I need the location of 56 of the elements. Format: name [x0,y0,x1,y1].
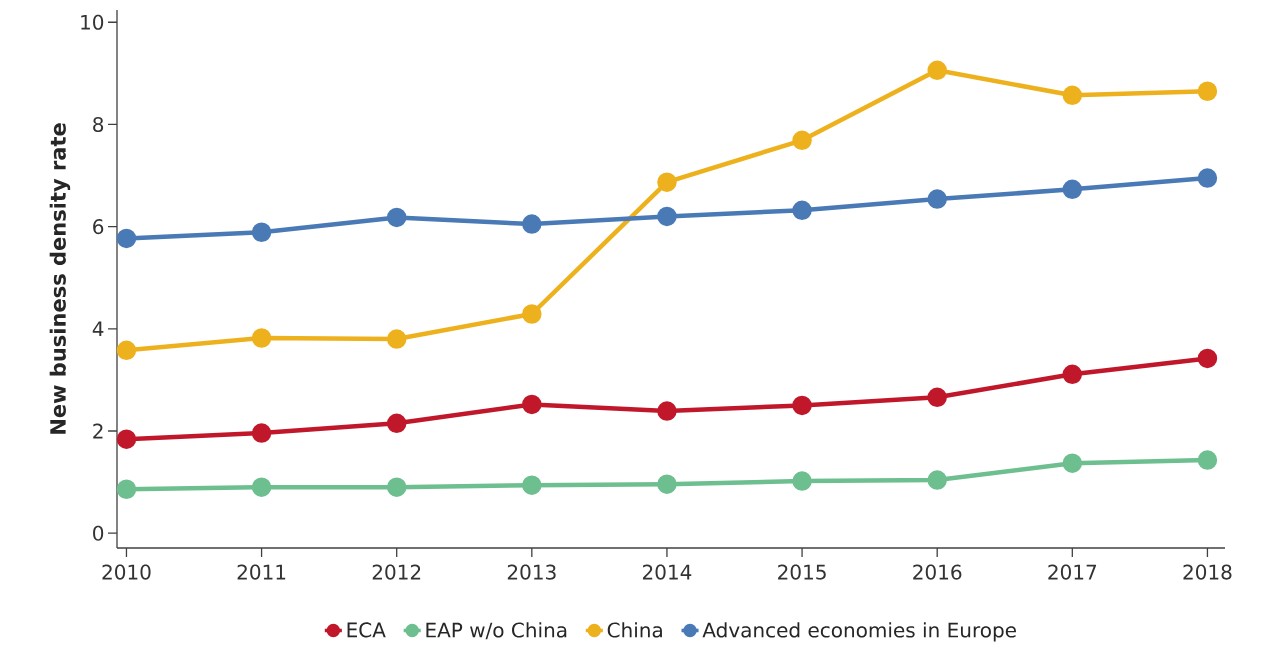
point [251,423,272,443]
x-tick-label: 2017 [1048,564,1097,580]
point [522,394,542,415]
legend-label: EAP w/o China [426,622,567,640]
point [251,328,272,348]
point [657,401,677,421]
y-tick-label: 8 [93,116,104,133]
point [522,214,542,234]
point [386,207,407,228]
point [116,228,137,249]
point [792,471,812,491]
point [1197,81,1218,101]
point [1062,453,1083,473]
x-tick-label: 2016 [913,564,962,580]
point [251,222,272,242]
point [386,413,407,434]
x-tick-label: 2010 [102,564,151,580]
point [1197,168,1218,188]
point [927,60,947,81]
point [116,429,137,449]
point [792,200,812,221]
legend-label: China [607,622,662,638]
y-axis-title: New business density rate [49,123,71,434]
point [1062,364,1083,385]
point [657,474,677,494]
point [1062,179,1083,200]
point [792,395,812,416]
point [927,470,947,490]
point [792,130,812,151]
point [116,340,137,361]
point [116,479,137,499]
x-tick-label: 2014 [642,564,692,580]
y-tick-label: 2 [93,423,103,439]
x-tick-label: 2011 [237,564,286,580]
point [251,477,272,497]
x-tick-label: 2013 [507,564,556,580]
y-tick-label: 6 [93,219,104,235]
legend-label: Advanced economies in Europe [702,622,1016,642]
point [1062,85,1083,106]
point [386,329,407,349]
point [386,477,407,497]
point [522,475,542,495]
point [657,206,677,227]
y-tick-label: 4 [92,321,104,337]
point [522,304,542,324]
point [927,189,947,209]
point [1197,450,1218,470]
point [927,387,947,408]
legend-label: ECA [347,622,386,638]
x-tick-label: 2015 [778,564,826,580]
x-tick-label: 2012 [372,564,421,580]
y-tick-label: 0 [93,525,104,541]
y-tick-label: 10 [81,14,104,30]
x-tick-label: 2018 [1183,564,1232,580]
point [657,172,677,192]
point [1197,348,1218,369]
